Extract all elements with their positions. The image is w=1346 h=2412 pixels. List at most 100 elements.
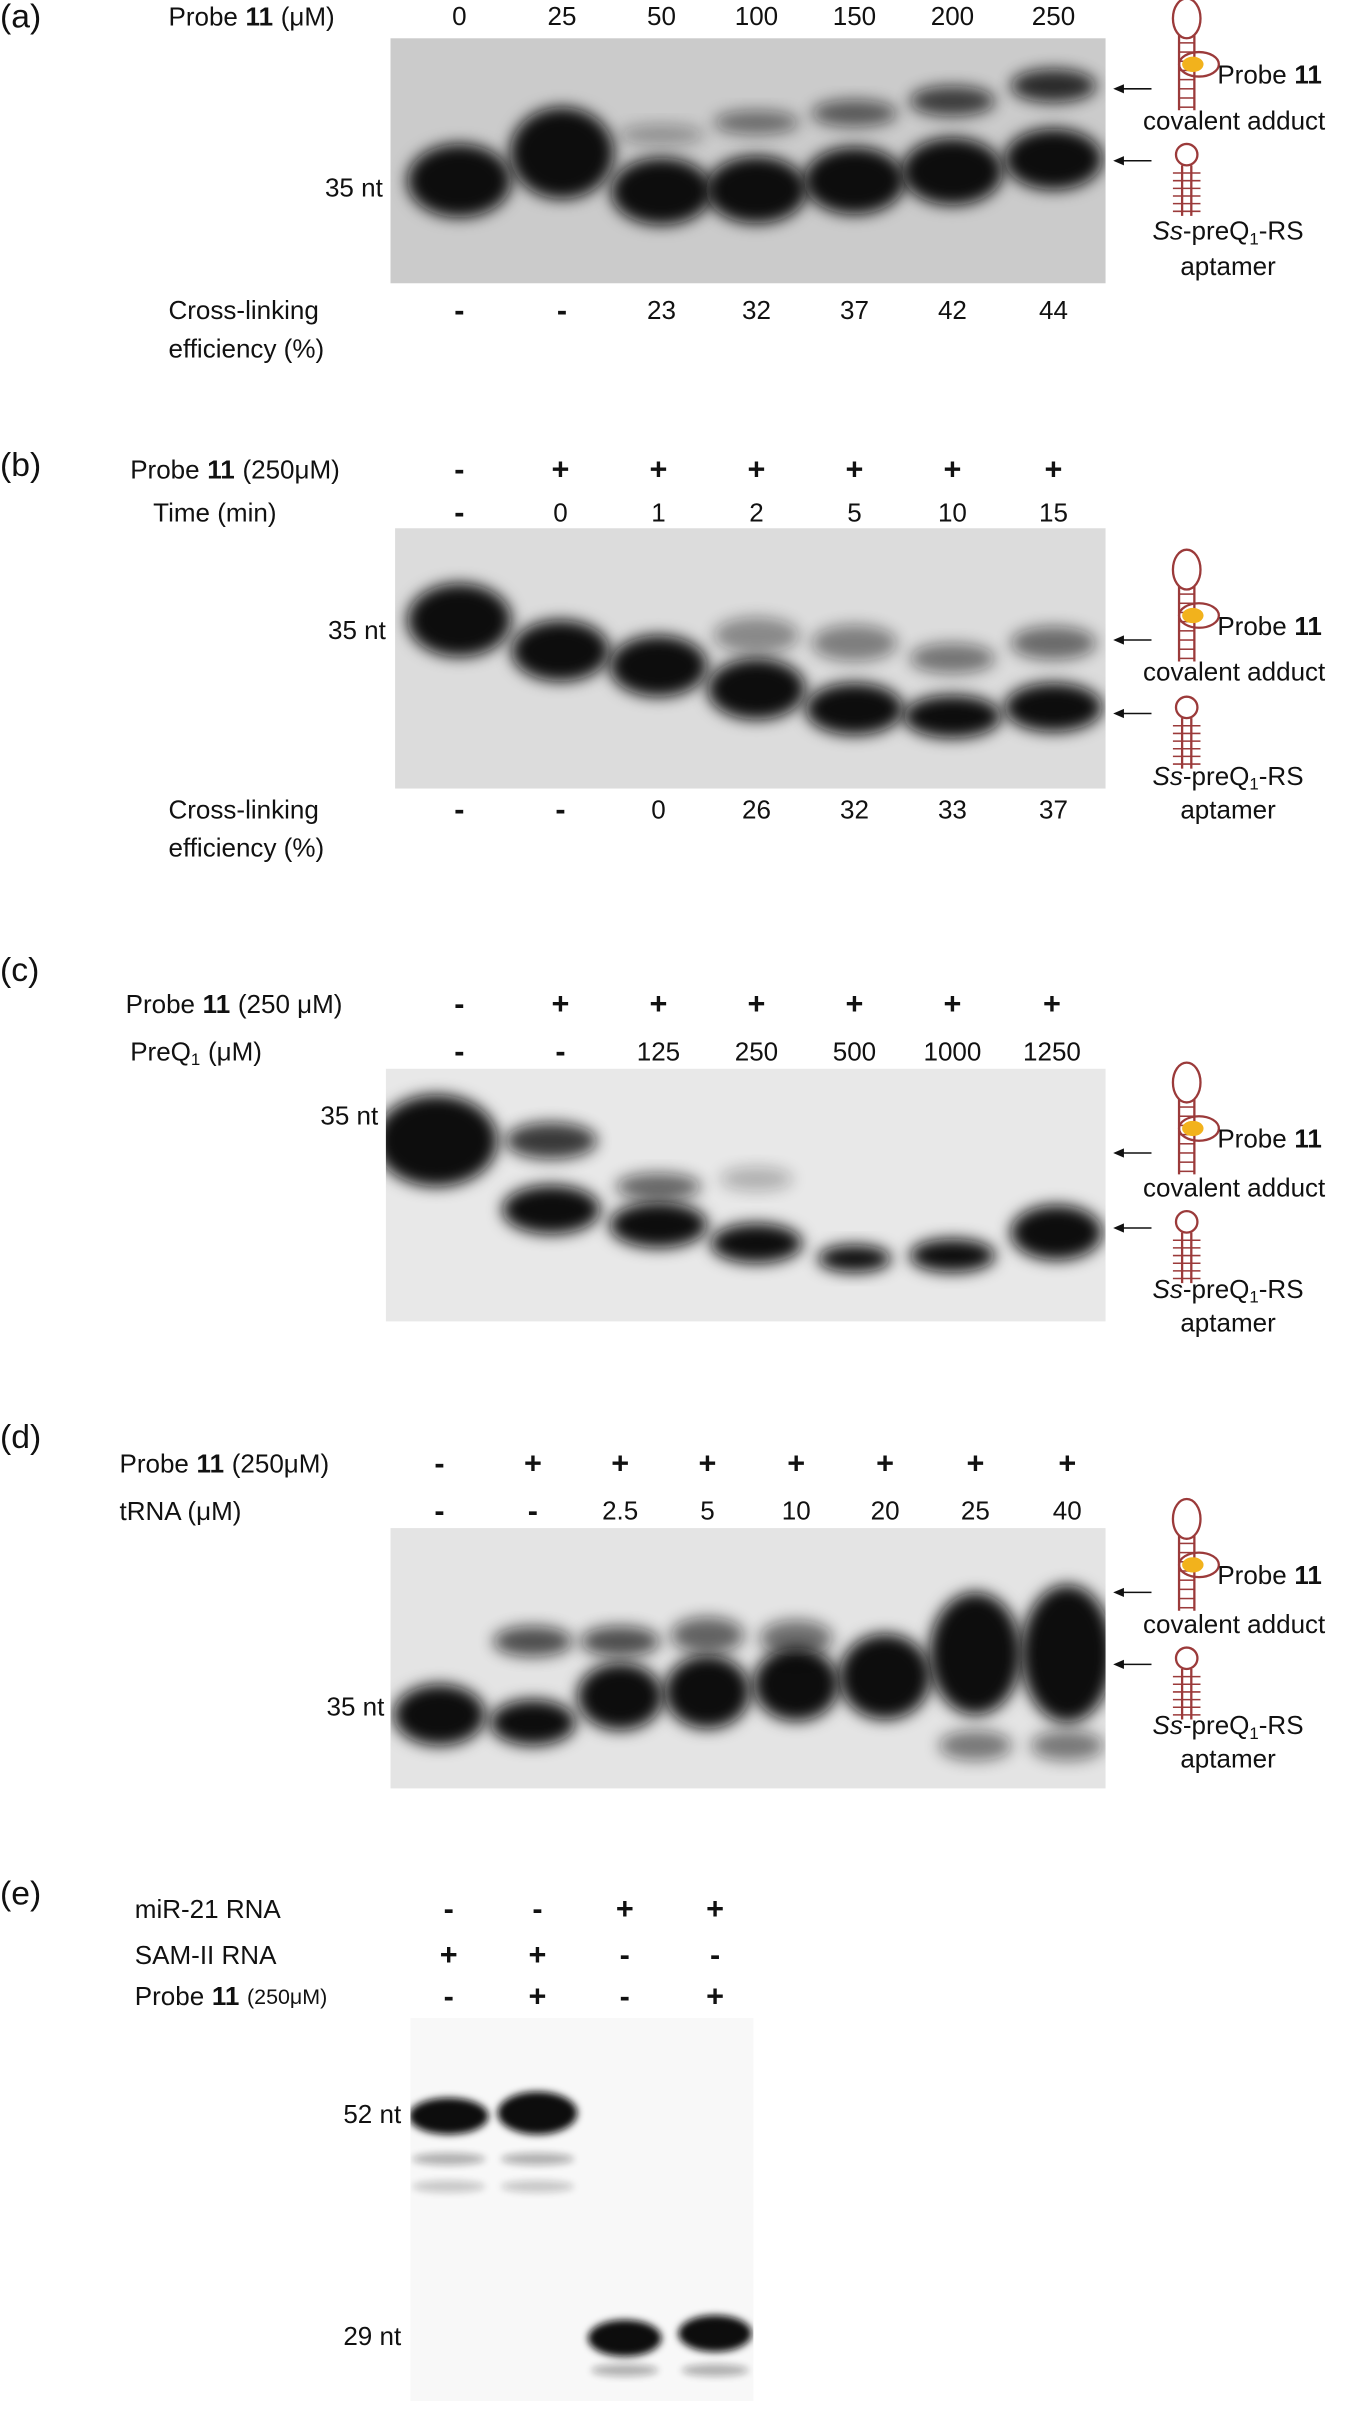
text-part: 1 bbox=[1249, 230, 1258, 249]
band bbox=[938, 1730, 1013, 1761]
band bbox=[609, 1201, 708, 1248]
band bbox=[511, 620, 610, 682]
band bbox=[618, 124, 705, 146]
arrow-head bbox=[1113, 1587, 1124, 1598]
adduct-icon bbox=[1171, 1497, 1221, 1611]
efficiency-label: efficiency (%) bbox=[168, 334, 324, 364]
label: Ss-preQ1-RS bbox=[1153, 761, 1304, 794]
arrow-head bbox=[1113, 1223, 1124, 1233]
efficiency-value: 33 bbox=[938, 794, 967, 824]
lane-value: + bbox=[748, 453, 766, 487]
text-part: Ss bbox=[1153, 761, 1183, 791]
lane-value: + bbox=[552, 453, 570, 487]
band bbox=[410, 2097, 489, 2135]
band bbox=[407, 143, 512, 218]
band bbox=[385, 1094, 498, 1187]
lane-value: - bbox=[454, 1035, 464, 1069]
arrow-head bbox=[1113, 1148, 1124, 1158]
band bbox=[707, 658, 806, 720]
efficiency-value: 42 bbox=[938, 295, 967, 325]
lane-value: + bbox=[529, 1938, 547, 1972]
text-part: -preQ bbox=[1183, 1710, 1250, 1740]
loop bbox=[1171, 548, 1202, 591]
bold-text: 11 bbox=[246, 1, 274, 31]
lane-value: + bbox=[706, 1892, 724, 1926]
lane-value: + bbox=[845, 453, 863, 487]
band bbox=[681, 2364, 749, 2377]
loop bbox=[1174, 1210, 1199, 1234]
band bbox=[901, 137, 1003, 206]
text-part: 1 bbox=[1249, 1288, 1258, 1307]
text-part: Ss bbox=[1153, 1274, 1183, 1304]
band bbox=[615, 1172, 702, 1201]
lane-value: 125 bbox=[637, 1036, 680, 1066]
efficiency-value: - bbox=[555, 793, 565, 827]
lane-value: 2.5 bbox=[602, 1496, 638, 1526]
probe bbox=[1182, 1120, 1204, 1137]
aptamer-icon bbox=[1172, 695, 1201, 769]
label: Probe 11 bbox=[1217, 611, 1322, 641]
size-marker: 35 nt bbox=[328, 615, 387, 645]
loop bbox=[1177, 1115, 1221, 1142]
lane-value: + bbox=[440, 1938, 458, 1972]
text-part: SAM-II RNA bbox=[135, 1940, 277, 1970]
loop bbox=[1171, 0, 1202, 40]
loop bbox=[1174, 695, 1199, 720]
adduct-caption: covalent adduct bbox=[1143, 657, 1326, 687]
lane-value: 200 bbox=[931, 1, 974, 31]
lane-value: 25 bbox=[961, 1496, 990, 1526]
band bbox=[411, 2152, 486, 2166]
text-part: Probe bbox=[1217, 1124, 1286, 1154]
text-part: (μM) bbox=[281, 1, 335, 31]
adduct-caption: covalent adduct bbox=[1143, 105, 1326, 135]
band bbox=[411, 2180, 486, 2193]
bold-text: 11 bbox=[197, 1448, 225, 1478]
arrow-head bbox=[1113, 156, 1124, 166]
band bbox=[713, 110, 800, 135]
size-marker: 29 nt bbox=[343, 2321, 402, 2351]
band bbox=[670, 1616, 745, 1654]
band bbox=[678, 2315, 752, 2352]
text-part: Probe bbox=[1217, 611, 1286, 641]
text-part: (250μM) bbox=[242, 454, 339, 484]
text-part: Ss bbox=[1153, 1710, 1183, 1740]
lane-value: 2 bbox=[749, 497, 763, 527]
lane-value: + bbox=[876, 1446, 894, 1480]
text-part: Probe bbox=[130, 454, 199, 484]
band bbox=[817, 1244, 892, 1273]
lane-value: + bbox=[1045, 453, 1063, 487]
lane-value: 10 bbox=[782, 1496, 811, 1526]
lane-value: 100 bbox=[735, 1, 778, 31]
text-part: -preQ bbox=[1183, 761, 1250, 791]
lane-value: + bbox=[616, 1892, 634, 1926]
text-part: (μM) bbox=[208, 1036, 262, 1066]
lane-value: + bbox=[706, 1979, 724, 2013]
band bbox=[500, 2180, 575, 2193]
lane-value: 1000 bbox=[924, 1036, 982, 1066]
panel-label: (b) bbox=[0, 447, 41, 484]
band bbox=[811, 99, 898, 128]
aptamer-caption: aptamer bbox=[1180, 1744, 1276, 1774]
band bbox=[493, 1626, 573, 1657]
efficiency-value: 32 bbox=[840, 794, 869, 824]
text-part: (250 μM) bbox=[238, 989, 343, 1019]
label: tRNA (μM) bbox=[119, 1496, 241, 1526]
efficiency-value: 0 bbox=[651, 794, 665, 824]
band bbox=[505, 1122, 598, 1160]
text-part: -RS bbox=[1259, 1710, 1304, 1740]
lane-value: + bbox=[529, 1979, 547, 2013]
band bbox=[909, 643, 996, 674]
lane-value: - bbox=[528, 1494, 538, 1528]
band bbox=[759, 1619, 834, 1657]
lane-value: + bbox=[699, 1446, 717, 1480]
band bbox=[509, 107, 615, 200]
lane-value: - bbox=[444, 1979, 454, 2013]
text-part: miR-21 RNA bbox=[135, 1894, 282, 1924]
size-marker: 35 nt bbox=[325, 173, 384, 203]
lane-value: 250 bbox=[1032, 1, 1075, 31]
arrow-head bbox=[1113, 1659, 1124, 1669]
loop bbox=[1174, 1646, 1199, 1671]
loop bbox=[1177, 50, 1221, 78]
lane-value: 5 bbox=[700, 1496, 714, 1526]
band bbox=[805, 682, 904, 735]
